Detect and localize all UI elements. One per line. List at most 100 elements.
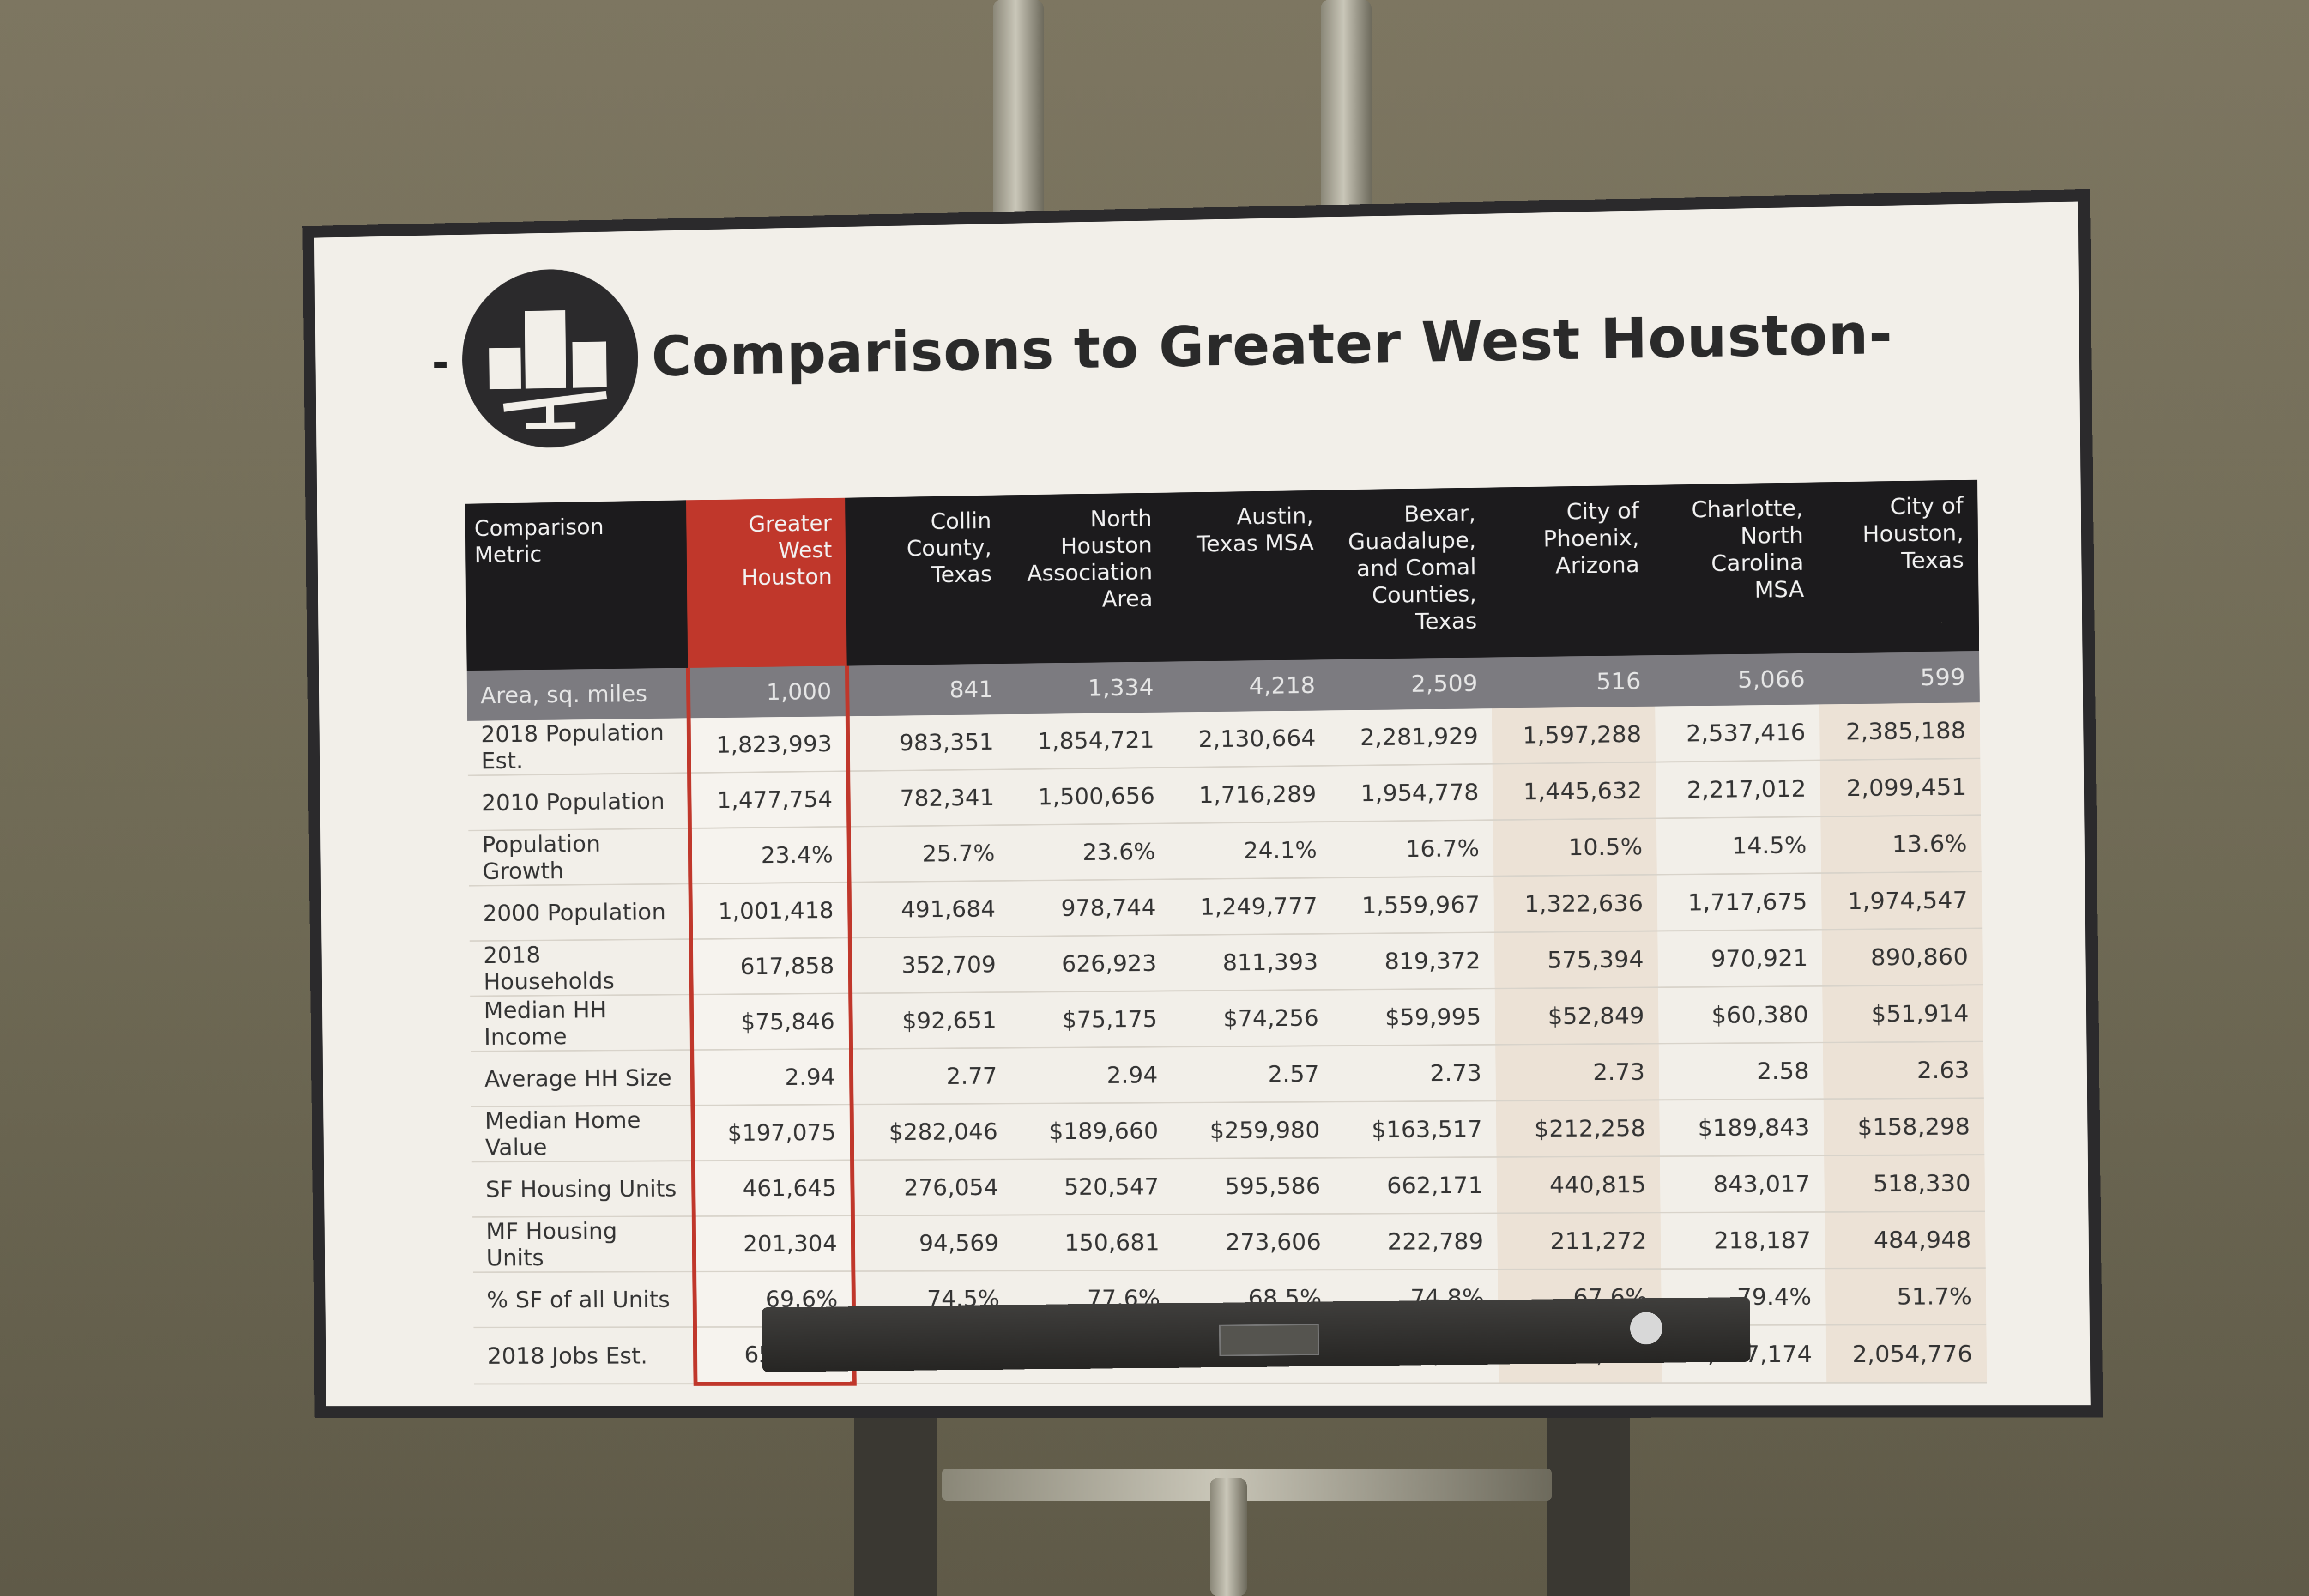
column-header: Comparison Metric (465, 500, 688, 671)
table-cell: 2,281,929 (1330, 708, 1493, 766)
table-cell: 276,054 (852, 1159, 1012, 1215)
table-cell: 1,500,656 (1008, 768, 1169, 825)
row-metric-label: Median Home Value (471, 1106, 693, 1162)
row-metric-label: MF Housing Units (472, 1216, 694, 1272)
table-cell: 25.7% (848, 825, 1009, 883)
column-header: North Houston Association Area (1005, 493, 1167, 664)
table-cell: 595,586 (1173, 1158, 1335, 1215)
easel-knob (1630, 1312, 1663, 1345)
row-metric-label: 2018 Population Est. (467, 718, 689, 775)
table-cell: 14.5% (1656, 816, 1821, 875)
table-cell: 352,709 (850, 937, 1010, 993)
row-metric-label: Area, sq. miles (467, 668, 689, 721)
easel-leg-left (993, 0, 1044, 222)
table-cell: 890,860 (1822, 928, 1983, 986)
table-body: Area, sq. miles 1,000 841 1,334 4,218 2,509 51… (467, 651, 1987, 1384)
table-cell: 1,445,632 (1493, 762, 1656, 820)
table-cell: 1,477,754 (689, 771, 848, 828)
title-row: - Comparisons to Greater West Houston- (431, 243, 1894, 450)
table-cell: 2,509 (1329, 657, 1492, 710)
table-cell: 2.94 (692, 1049, 851, 1105)
table-cell: $92,651 (850, 992, 1010, 1049)
table-row: Average HH Size 2.94 2.77 2.94 2.57 2.73 2.73 2… (471, 1041, 1984, 1106)
table-cell: 518,330 (1824, 1155, 1985, 1212)
table-cell: 2,385,188 (1819, 702, 1981, 760)
table-cell: $52,849 (1495, 987, 1659, 1045)
table-cell: 461,645 (693, 1160, 852, 1216)
row-metric-label: 2018 Jobs Est. (473, 1327, 695, 1384)
table-cell: 2.73 (1495, 1044, 1659, 1101)
table-cell: 273,606 (1173, 1214, 1335, 1270)
table-cell: $197,075 (692, 1105, 852, 1161)
table-cell: $282,046 (852, 1104, 1012, 1160)
table-cell: 978,744 (1009, 879, 1170, 937)
column-header: Bexar, Guadalupe, and Comal Counties, Te… (1327, 488, 1492, 659)
table-cell: 2.73 (1333, 1045, 1496, 1102)
table-cell: 1,854,721 (1007, 713, 1168, 769)
table-cell: 484,948 (1825, 1211, 1986, 1269)
row-metric-label: Average HH Size (471, 1050, 692, 1107)
row-metric-label: 2018 Households (470, 939, 691, 997)
table-cell: 1,559,967 (1331, 876, 1494, 934)
table-cell: 23.6% (1008, 823, 1169, 881)
easel-leg-right (1321, 0, 1372, 222)
column-header: Austin, Texas MSA (1166, 490, 1329, 661)
table-cell: 983,351 (847, 714, 1008, 771)
table-cell: 211,272 (1497, 1213, 1661, 1270)
table-cell: 94,569 (852, 1215, 1013, 1271)
table-row: Median Home Value $197,075 $282,046 $189,66… (471, 1098, 1985, 1162)
table-cell: 440,815 (1497, 1156, 1661, 1213)
table-cell: 520,547 (1012, 1159, 1173, 1215)
table-cell: 599 (1819, 651, 1979, 705)
table-cell: $74,256 (1171, 990, 1333, 1047)
easel-ledge (762, 1297, 1750, 1372)
table-row: SF Housing Units 461,645 276,054 520,547 595… (472, 1155, 1985, 1217)
table-cell: 51.7% (1825, 1268, 1987, 1325)
table-cell: 1,249,777 (1170, 878, 1332, 935)
city-buildings-balance-icon (461, 268, 639, 449)
column-header-highlighted: Greater West Houston (686, 498, 847, 668)
table-cell: 2.58 (1659, 1043, 1824, 1100)
title-dash: - (432, 332, 449, 390)
table-cell: $51,914 (1822, 985, 1983, 1043)
table-cell: 516 (1491, 655, 1655, 708)
table-cell: 1,334 (1007, 662, 1168, 714)
table-cell: 662,171 (1334, 1157, 1497, 1214)
comparison-table: Comparison Metric Greater West Houston C… (465, 480, 1987, 1386)
easel-center-post (1210, 1478, 1247, 1596)
table-cell: 1,322,636 (1493, 875, 1657, 932)
poster-board: - Comparisons to Greater West Houston- C… (302, 189, 2103, 1418)
row-metric-label: Population Growth (468, 828, 690, 886)
row-metric-label: % SF of all Units (473, 1272, 695, 1328)
table-header-row: Comparison Metric Greater West Houston C… (465, 480, 1979, 671)
table-cell: 811,393 (1170, 934, 1332, 991)
table-cell: 491,684 (849, 881, 1009, 938)
table-cell: $75,175 (1010, 991, 1171, 1048)
row-metric-label: SF Housing Units (472, 1161, 694, 1217)
table-cell: $189,660 (1011, 1103, 1173, 1160)
table-cell: 2,099,451 (1820, 758, 1981, 816)
table-cell: 13.6% (1820, 815, 1982, 873)
table-cell: 16.7% (1330, 820, 1493, 878)
table-cell: 2.94 (1010, 1047, 1172, 1104)
table-cell: $158,298 (1824, 1098, 1985, 1155)
table-cell: 5,066 (1655, 653, 1819, 706)
table-cell: 1,716,289 (1168, 766, 1330, 823)
row-metric-label: 2010 Population (468, 773, 689, 831)
column-header: Collin County, Texas (845, 495, 1007, 665)
board-title: Comparisons to Greater West Houston- (651, 302, 1893, 388)
table-cell: $212,258 (1496, 1100, 1660, 1157)
table-cell: 2,054,776 (1826, 1324, 1987, 1383)
table-cell: 626,923 (1009, 935, 1171, 992)
table-cell: $75,846 (691, 993, 851, 1050)
table-cell: 201,304 (694, 1215, 853, 1271)
table-cell: 841 (847, 664, 1007, 716)
table-cell: $163,517 (1334, 1101, 1497, 1158)
table-cell: 2.77 (851, 1048, 1011, 1105)
table-cell: 1,597,288 (1492, 707, 1656, 764)
table-cell: 23.4% (689, 827, 849, 884)
table-cell: $189,843 (1659, 1099, 1824, 1156)
table-cell: $59,995 (1332, 989, 1495, 1046)
table-cell: 1,823,993 (689, 716, 848, 773)
table-cell: 4,218 (1167, 659, 1330, 713)
